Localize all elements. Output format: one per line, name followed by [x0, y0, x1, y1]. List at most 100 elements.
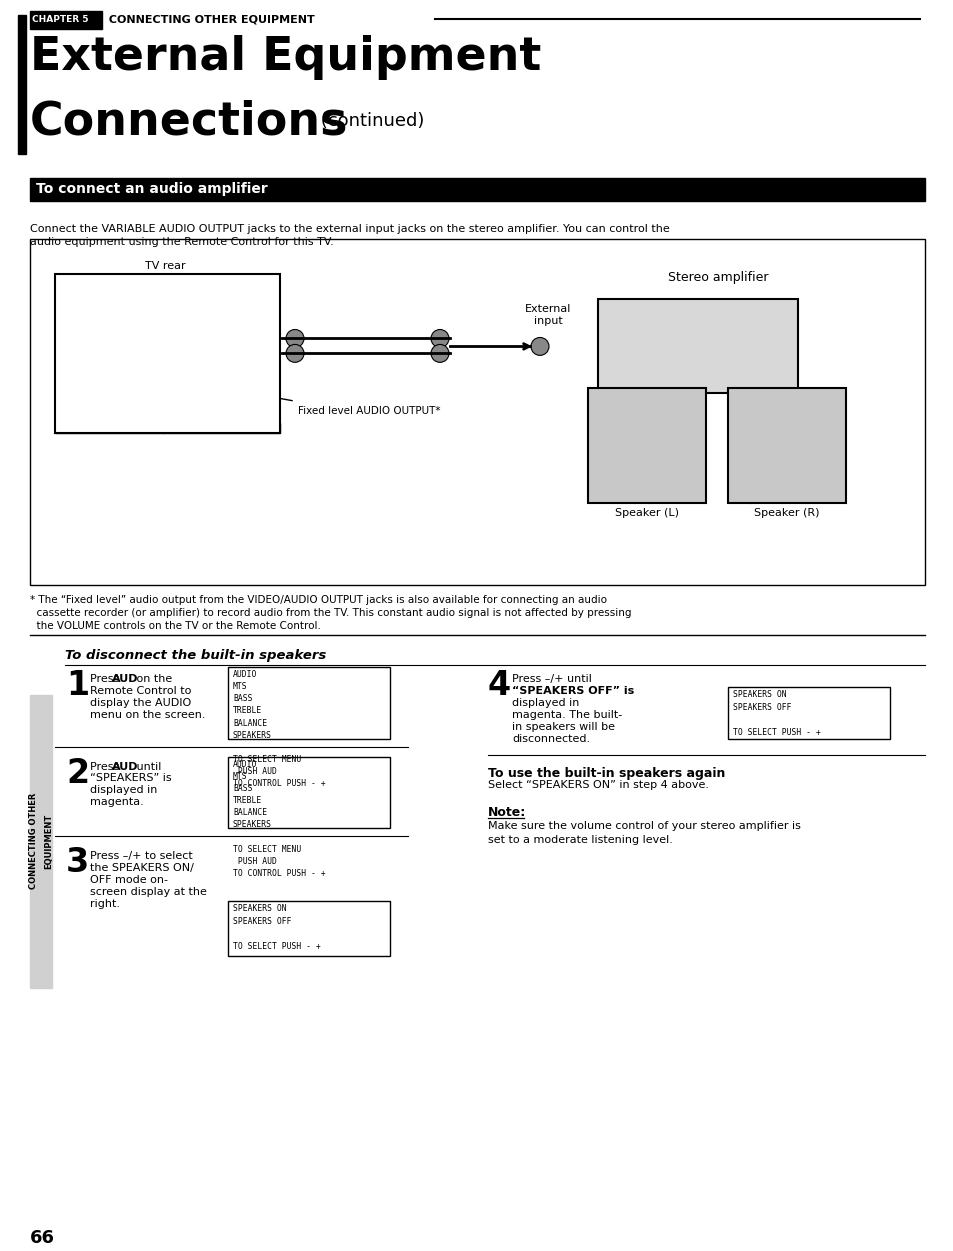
Circle shape: [768, 437, 804, 473]
Circle shape: [781, 379, 787, 385]
Text: Speaker (L): Speaker (L): [615, 508, 679, 518]
Circle shape: [628, 437, 664, 473]
Text: To use the built-in speakers again: To use the built-in speakers again: [488, 767, 724, 779]
Bar: [30, 694, 52, 988]
Bar: [228, 901, 390, 956]
Bar: [30, 11, 102, 29]
Text: display the AUDIO: display the AUDIO: [90, 698, 191, 708]
Text: IN: IN: [171, 408, 176, 413]
Text: VIDEO: VIDEO: [172, 314, 189, 319]
Text: To connect an audio amplifier: To connect an audio amplifier: [36, 183, 268, 196]
Text: OUT: OUT: [245, 276, 258, 281]
Text: SPEAKERS ON
SPEAKERS OFF

TO SELECT PUSH - +: SPEAKERS ON SPEAKERS OFF TO SELECT PUSH …: [233, 904, 320, 952]
Text: L: L: [58, 339, 61, 344]
Text: CONNECTING OTHER
EQUIPMENT: CONNECTING OTHER EQUIPMENT: [29, 793, 53, 889]
Text: OUT: OUT: [243, 408, 254, 413]
Text: R    L: R L: [168, 280, 184, 285]
Text: on the: on the: [132, 674, 172, 684]
Text: IN: IN: [92, 429, 98, 434]
Text: Press: Press: [90, 674, 123, 684]
Text: AUDIO: AUDIO: [178, 295, 195, 300]
Text: VIDEO: VIDEO: [58, 310, 75, 315]
Text: magenta.: magenta.: [90, 797, 144, 807]
Bar: [587, 388, 705, 503]
Circle shape: [717, 343, 732, 358]
Text: Select “SPEAKERS ON” in step 4 above.: Select “SPEAKERS ON” in step 4 above.: [488, 781, 708, 791]
Circle shape: [641, 450, 651, 460]
Bar: [163, 423, 280, 433]
Bar: [55, 423, 162, 433]
Text: cassette recorder (or amplifier) to record audio from the TV. This constant audi: cassette recorder (or amplifier) to reco…: [30, 608, 631, 618]
Bar: [18, 15, 26, 154]
Text: Press –/+ until: Press –/+ until: [512, 674, 591, 684]
Circle shape: [621, 379, 627, 385]
Text: MONO: MONO: [55, 347, 72, 352]
Text: screen display at the: screen display at the: [90, 887, 207, 897]
Text: the VOLUME controls on the TV or the Remote Control.: the VOLUME controls on the TV or the Rem…: [30, 622, 320, 632]
Text: (continued): (continued): [314, 113, 424, 130]
Text: AIO: AIO: [172, 373, 181, 378]
Circle shape: [661, 379, 667, 385]
Circle shape: [751, 379, 758, 385]
Text: magenta. The built-: magenta. The built-: [512, 709, 621, 719]
Text: menu on the screen.: menu on the screen.: [90, 709, 205, 719]
Bar: [228, 757, 390, 828]
Text: Press: Press: [90, 762, 123, 772]
Text: VIDEO 2: VIDEO 2: [132, 417, 155, 422]
Bar: [607, 319, 676, 372]
Text: Speaker (R): Speaker (R): [754, 508, 819, 518]
Text: right.: right.: [90, 899, 120, 909]
Text: OFF mode on-: OFF mode on-: [90, 874, 168, 884]
Circle shape: [646, 379, 652, 385]
Text: AUDIO: AUDIO: [167, 363, 185, 368]
Text: Connections: Connections: [30, 100, 348, 145]
Circle shape: [706, 379, 712, 385]
Text: MONO: MONO: [163, 348, 180, 353]
Text: L: L: [58, 373, 61, 378]
Text: VAR1: VAR1: [172, 289, 187, 294]
Circle shape: [631, 379, 638, 385]
Text: displayed in: displayed in: [90, 786, 157, 796]
Text: the SPEAKERS ON/: the SPEAKERS ON/: [90, 863, 193, 873]
Text: “SPEAKERS OFF” is: “SPEAKERS OFF” is: [512, 686, 634, 696]
Text: CHAPTER 5: CHAPTER 5: [32, 15, 89, 25]
Text: 66: 66: [30, 1230, 55, 1247]
Bar: [727, 687, 889, 738]
Circle shape: [531, 338, 548, 355]
Text: 2: 2: [66, 757, 89, 789]
Text: AUDIO
MTS
BASS
TREBLE
BALANCE
SPEAKERS

TO SELECT MENU
 PUSH AUD
TO CONTROL PUSH: AUDIO MTS BASS TREBLE BALANCE SPEAKERS T…: [233, 671, 325, 788]
Circle shape: [286, 344, 304, 363]
Text: 1: 1: [66, 669, 89, 702]
Text: Press –/+ to select: Press –/+ to select: [90, 851, 193, 861]
Circle shape: [781, 450, 791, 460]
Circle shape: [612, 379, 618, 385]
Text: AUDIO
MTS
BASS
TREBLE
BALANCE
SPEAKERS

TO SELECT MENU
 PUSH AUD
TO CONTROL PUSH: AUDIO MTS BASS TREBLE BALANCE SPEAKERS T…: [233, 759, 325, 878]
Text: Remote Control to: Remote Control to: [90, 686, 192, 696]
Bar: [607, 377, 790, 388]
Text: CONNECTING OTHER EQUIPMENT: CONNECTING OTHER EQUIPMENT: [105, 15, 314, 25]
Bar: [598, 299, 797, 393]
Circle shape: [431, 344, 449, 363]
Text: To disconnect the built-in speakers: To disconnect the built-in speakers: [65, 649, 326, 662]
Text: Note:: Note:: [488, 807, 526, 819]
Text: “SPEAKERS” is: “SPEAKERS” is: [90, 773, 172, 783]
Circle shape: [739, 344, 750, 357]
Text: Connect the VARIABLE AUDIO OUTPUT jacks to the external input jacks on the stere: Connect the VARIABLE AUDIO OUTPUT jacks …: [30, 224, 669, 234]
Text: in speakers will be: in speakers will be: [512, 722, 615, 732]
Circle shape: [687, 339, 711, 363]
Circle shape: [677, 379, 682, 385]
Text: TV rear: TV rear: [145, 260, 185, 270]
Text: Stereo amplifier: Stereo amplifier: [667, 270, 767, 284]
Text: AUDIO: AUDIO: [58, 362, 76, 367]
Circle shape: [604, 413, 688, 497]
Circle shape: [286, 329, 304, 348]
Text: VIDEO 1: VIDEO 1: [82, 417, 105, 422]
Text: Fixed level AUDIO OUTPUT*: Fixed level AUDIO OUTPUT*: [297, 407, 440, 417]
Text: Make sure the volume control of your stereo amplifier is
set to a moderate liste: Make sure the volume control of your ste…: [488, 821, 800, 846]
Text: displayed in: displayed in: [512, 698, 578, 708]
Text: 3: 3: [66, 846, 90, 879]
Text: AUD: AUD: [112, 674, 138, 684]
Text: AUD: AUD: [112, 762, 138, 772]
Text: until: until: [132, 762, 161, 772]
Text: External Equipment: External Equipment: [30, 35, 540, 80]
